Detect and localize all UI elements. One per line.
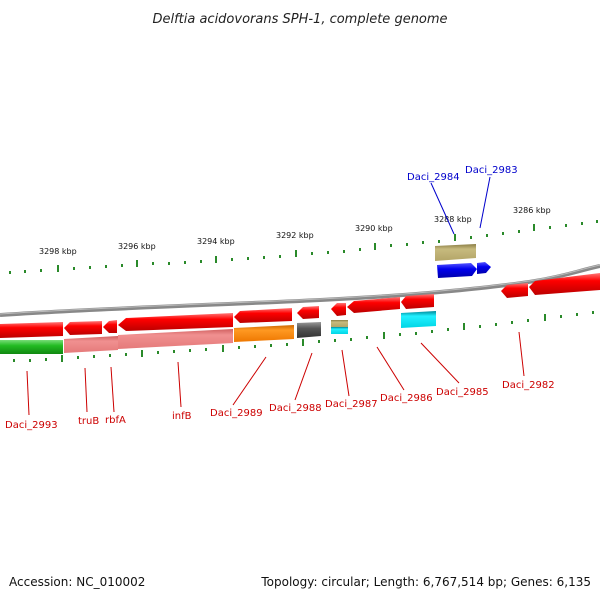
gene-daci-2984-arrow[interactable] (437, 263, 477, 278)
scale-label-3298: 3298 kbp (39, 247, 77, 256)
reverse-strand-genes (0, 273, 600, 354)
label-rbfa[interactable]: rbfA (105, 415, 126, 426)
label-daci-2986[interactable]: Daci_2986 (380, 393, 433, 404)
gene-daci-2988-red[interactable] (297, 306, 319, 319)
gene-rbfa-red[interactable] (103, 320, 117, 333)
map-title: Delftia acidovorans SPH-1, complete geno… (152, 12, 447, 27)
gene-daci-2987-bar-olive[interactable] (331, 320, 348, 327)
scale-label-3290: 3290 kbp (355, 224, 393, 233)
genome-backbone-highlight (0, 264, 600, 315)
gene-trub-red[interactable] (64, 321, 102, 335)
upper-scale (9, 220, 598, 274)
gene-daci-2989-red[interactable] (234, 308, 292, 323)
gene-daci-2987-bar-cyan[interactable] (331, 327, 348, 334)
gene-daci-2988-bar[interactable] (297, 322, 321, 338)
gene-daci-2989-bar[interactable] (234, 325, 294, 342)
label-leaders (26, 176, 525, 416)
label-daci-2987[interactable]: Daci_2987 (325, 399, 378, 410)
gene-trub-bar[interactable] (64, 336, 118, 353)
label-daci-2984[interactable]: Daci_2984 (407, 172, 460, 183)
gene-daci-2984[interactable] (435, 244, 476, 261)
scale-label-3286: 3286 kbp (513, 206, 551, 215)
gene-daci-2983[interactable] (477, 262, 491, 274)
gene-daci-2985-bar[interactable] (401, 311, 436, 328)
gene-daci-2986-red[interactable] (347, 297, 400, 313)
label-daci-2983[interactable]: Daci_2983 (465, 165, 518, 176)
topology-text: Topology: circular; Length: 6,767,514 bp… (260, 575, 591, 589)
label-infb[interactable]: infB (172, 411, 192, 422)
lower-scale (13, 311, 594, 362)
scale-label-3294: 3294 kbp (197, 237, 235, 246)
gene-daci-2982-red[interactable] (529, 273, 600, 295)
label-daci-2993[interactable]: Daci_2993 (5, 420, 58, 431)
gene-infb-red[interactable] (118, 313, 233, 331)
label-daci-2982[interactable]: Daci_2982 (502, 380, 555, 391)
label-daci-2988[interactable]: Daci_2988 (269, 403, 322, 414)
genome-backbone (0, 264, 600, 317)
gene-daci-2993-red[interactable] (0, 322, 63, 338)
gene-infb-bar[interactable] (118, 329, 233, 349)
scale-label-3288: 3288 kbp (434, 215, 472, 224)
forward-strand-genes (435, 244, 491, 278)
label-daci-2985[interactable]: Daci_2985 (436, 387, 489, 398)
gene-daci-2987-red[interactable] (331, 303, 346, 316)
scale-label-3296: 3296 kbp (118, 242, 156, 251)
gene-daci-2985-red[interactable] (401, 294, 434, 309)
label-daci-2989[interactable]: Daci_2989 (210, 408, 263, 419)
accession-text: Accession: NC_010002 (9, 575, 145, 589)
gene-daci-2993-bar[interactable] (0, 340, 63, 354)
gene-daci-2982a-red[interactable] (501, 283, 528, 298)
scale-label-3292: 3292 kbp (276, 231, 314, 240)
label-trub[interactable]: truB (78, 416, 99, 427)
